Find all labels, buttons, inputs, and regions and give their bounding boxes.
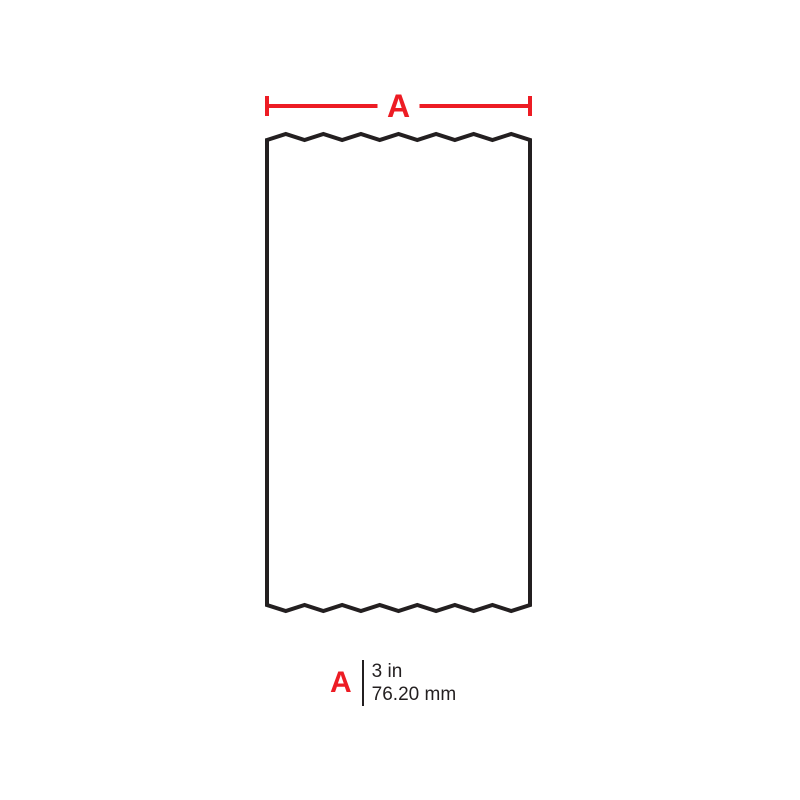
legend-letter-a: A	[330, 666, 352, 700]
legend-value-inches: 3 in	[372, 660, 456, 683]
dimension-diagram: { "diagram": { "type": "dimensioned-outl…	[0, 0, 800, 800]
legend-values: 3 in 76.20 mm	[372, 660, 456, 706]
legend-divider	[362, 660, 364, 706]
paper-outline	[267, 134, 530, 611]
dimension-legend: A 3 in 76.20 mm	[330, 660, 456, 706]
dimension-label-a: A	[378, 88, 420, 125]
legend-value-mm: 76.20 mm	[372, 683, 456, 706]
